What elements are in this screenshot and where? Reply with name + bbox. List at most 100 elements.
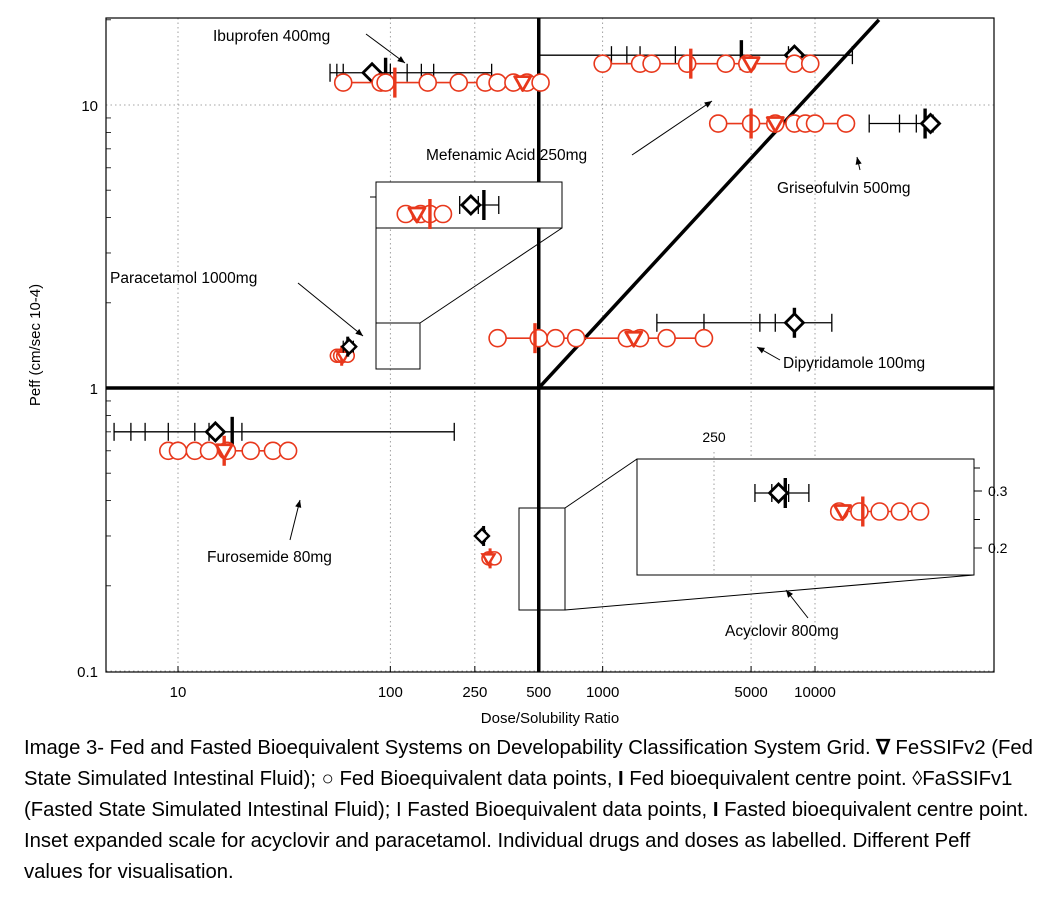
- label-furosemide-80mg: Furosemide 80mg: [207, 499, 332, 566]
- plot-frame: [105, 17, 995, 673]
- fed-data-point: [593, 54, 612, 73]
- axes: 10 100 250 500 1000 5000 10000 0.1 1 10: [77, 19, 836, 701]
- fessif-marker: [407, 206, 427, 224]
- fed-data-point: [677, 54, 697, 73]
- label-arrow-head: [704, 101, 712, 108]
- drug-label: Dipyridamole 100mg: [783, 355, 925, 372]
- x-tick-label: 250: [462, 684, 487, 701]
- fed-data-point: [449, 73, 469, 92]
- inset-fed-row: [396, 199, 453, 229]
- caption-part-1: Image 3- Fed and Fasted Bioequivalent Sy…: [24, 737, 877, 759]
- fessif-marker: [765, 116, 785, 133]
- fassif-marker: [340, 337, 358, 356]
- label-paracetamol-1000mg: Paracetamol 1000mg: [110, 270, 364, 337]
- acyclovir-inset-y-tick-label: 0.3: [988, 483, 1008, 499]
- fassif-marker: [767, 482, 790, 504]
- label-arrow-head: [757, 347, 765, 354]
- fessif-marker: [833, 504, 852, 521]
- label-mefenamic-acid-250mg: Mefenamic Acid 250mg: [426, 100, 713, 164]
- caption-part-2: FeSSIFv2 (Fed State Simulated Intestinal…: [24, 737, 1033, 790]
- y-axis-label: Peff (cm/sec 10-4): [27, 284, 44, 406]
- fed-cluster: [480, 548, 502, 569]
- fasted-row: [656, 307, 833, 338]
- fasted-centre-bar-symbol: I: [712, 799, 719, 821]
- drug-label: Griseofulvin 500mg: [777, 180, 911, 197]
- series-acyclovir-800mg: [473, 525, 502, 569]
- fed-data-point: [890, 502, 910, 521]
- fed-data-point: [657, 328, 676, 348]
- label-arrow-line: [297, 282, 364, 337]
- fessif-marker: [624, 330, 644, 348]
- fed-data-point: [785, 54, 804, 73]
- acyclovir-inset: 250 0.3 0.2: [518, 429, 1008, 611]
- x-axis-label: Dose/Solubility Ratio: [481, 710, 619, 727]
- fessif-marker: [513, 75, 533, 92]
- inset-fed-row: [829, 496, 930, 527]
- fed-row: [593, 48, 820, 79]
- fed-data-point: [910, 502, 930, 521]
- label-arrow-line: [631, 100, 713, 156]
- fed-data-point: [433, 204, 453, 224]
- inset-fasted-row: [754, 478, 810, 508]
- fed-data-point: [488, 73, 507, 92]
- boundary-diagonal-line: [537, 18, 881, 390]
- fessif-marker: [480, 553, 497, 567]
- label-arrow-head: [786, 590, 794, 598]
- drug-label: Mefenamic Acid 250mg: [426, 147, 587, 164]
- fasted-cluster: [340, 336, 358, 357]
- x-tick-label: 10: [170, 684, 187, 701]
- fed-data-point: [241, 441, 261, 461]
- fessif-marker: [741, 56, 761, 74]
- fed-data-point: [870, 502, 889, 521]
- fed-centre-bar-symbol: I: [617, 768, 624, 790]
- fed-row: [708, 108, 856, 139]
- fassif-marker: [204, 420, 227, 443]
- x-tick-label: 5000: [734, 684, 767, 701]
- label-arrow-line: [365, 33, 406, 64]
- x-tick-label: 1000: [586, 684, 619, 701]
- y-tick-label: 1: [90, 381, 98, 398]
- fessif-marker: [214, 443, 234, 461]
- fassif-marker: [459, 194, 482, 216]
- drug-series: [113, 40, 942, 569]
- fed-data-point: [278, 441, 298, 461]
- fasted-row: [113, 416, 455, 447]
- label-arrow-head: [397, 56, 405, 63]
- caption-part-3: Fed bioequivalent centre point. ◊FaSSIFv…: [24, 768, 1013, 821]
- drug-labels: Ibuprofen 400mg Mefenamic Acid 250mg Grise…: [110, 28, 925, 640]
- series-ibuprofen-400mg: [329, 57, 550, 98]
- inset-fasted-row: [459, 190, 500, 220]
- figure-caption: Image 3- Fed and Fasted Bioequivalent Sy…: [24, 733, 1034, 888]
- fessif-symbol: ∇: [876, 737, 890, 759]
- label-griseofulvin-500mg: Griseofulvin 500mg: [777, 156, 911, 197]
- fed-row: [333, 67, 550, 98]
- paracetamol-zoom-box: [375, 322, 421, 370]
- drug-label: Ibuprofen 400mg: [213, 28, 330, 45]
- y-tick-label: 10: [81, 98, 98, 115]
- series-paracetamol-1000mg: [329, 336, 358, 366]
- fed-data-point: [800, 54, 820, 73]
- series-dipyridamole-100mg: [488, 307, 833, 354]
- label-arrow-head: [855, 157, 862, 165]
- label-arrow-head: [295, 500, 302, 508]
- fassif-marker: [783, 311, 806, 334]
- fed-data-point: [566, 328, 586, 348]
- drug-label: Acyclovir 800mg: [725, 623, 839, 640]
- series-griseofulvin-500mg: [708, 108, 942, 139]
- fed-data-point: [642, 54, 661, 73]
- fed-data-point: [716, 54, 736, 73]
- fed-data-point: [850, 502, 869, 521]
- fed-data-point: [529, 328, 549, 348]
- acyclovir-zoom-box: [518, 507, 566, 611]
- acyclovir-inset-y-tick-label: 0.2: [988, 540, 1008, 556]
- x-tick-label: 10000: [794, 684, 836, 701]
- fed-data-point: [488, 328, 507, 348]
- fed-data-point: [199, 441, 219, 461]
- fed-data-point: [168, 441, 188, 461]
- label-ibuprofen-400mg: Ibuprofen 400mg: [213, 28, 406, 64]
- x-tick-label: 100: [378, 684, 403, 701]
- drug-label: Furosemide 80mg: [207, 549, 332, 566]
- label-acyclovir-800mg: Acyclovir 800mg: [725, 589, 839, 640]
- fed-row: [488, 323, 714, 354]
- paracetamol-inset: [370, 181, 563, 370]
